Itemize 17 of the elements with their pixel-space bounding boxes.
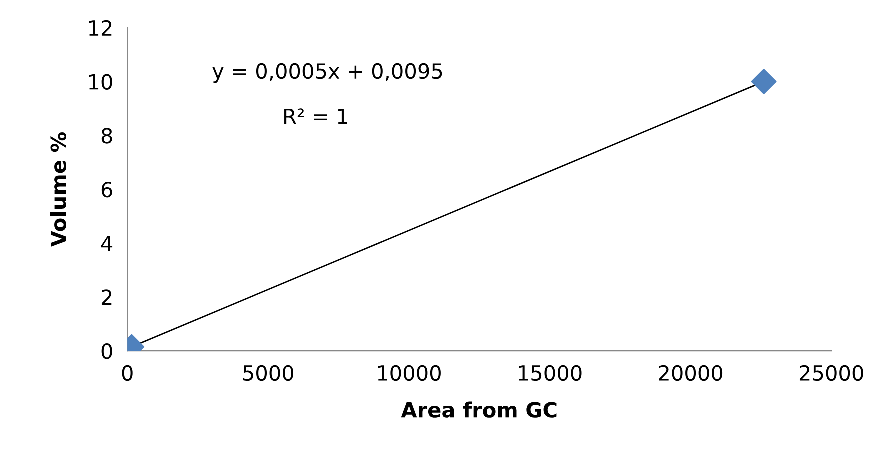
y-tick-label: 12 xyxy=(89,20,112,36)
x-tick-label: 0 xyxy=(122,365,133,382)
annotation: y = 0,0005x + 0,0095 xyxy=(212,63,442,84)
x-tick-label: 25000 xyxy=(800,365,864,382)
x-tick-label: 10000 xyxy=(378,365,441,382)
x-tick-label: 5000 xyxy=(244,365,294,382)
y-tick-label: 6 xyxy=(102,182,112,198)
x-tick-label: 15000 xyxy=(519,365,582,382)
y-axis-title: Volume % xyxy=(50,132,66,247)
x-tick-label: 20000 xyxy=(659,365,723,382)
y-tick-label: 8 xyxy=(102,128,112,144)
y-tick-label: 10 xyxy=(89,74,112,90)
y-tick-label: 0 xyxy=(102,344,112,360)
y-tick-label: 4 xyxy=(101,236,113,252)
annotation: R² = 1 xyxy=(284,108,348,124)
y-tick-label: 2 xyxy=(102,290,112,306)
x-axis-title: Area from GC xyxy=(401,402,557,418)
